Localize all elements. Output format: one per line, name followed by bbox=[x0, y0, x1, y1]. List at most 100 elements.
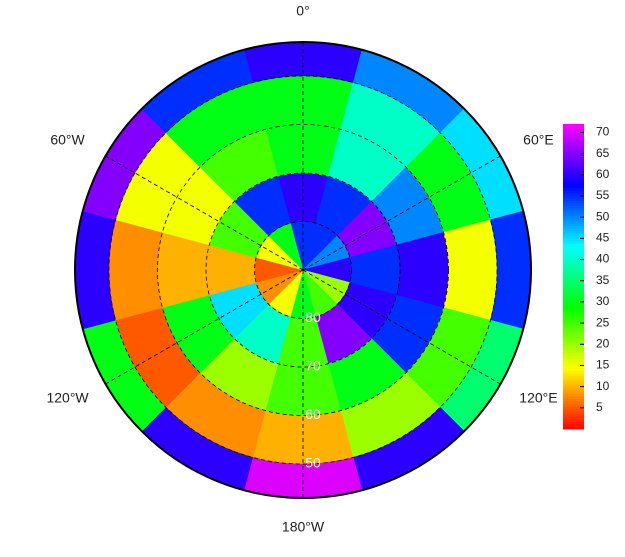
colorbar-segment bbox=[563, 294, 584, 298]
colorbar-segment bbox=[563, 421, 584, 425]
colorbar-segment bbox=[563, 304, 584, 308]
colorbar-segment bbox=[563, 129, 584, 133]
latitude-label: 70 bbox=[305, 358, 321, 374]
colorbar-segment bbox=[563, 139, 584, 143]
latitude-circle bbox=[108, 75, 498, 465]
colorbar-segment bbox=[563, 378, 584, 382]
colorbar-segment bbox=[563, 179, 584, 183]
colorbar-segment bbox=[563, 240, 584, 244]
latitude-label: 80 bbox=[305, 309, 321, 325]
meridian bbox=[105, 155, 304, 271]
colorbar-segment bbox=[563, 324, 584, 328]
colorbar-segment bbox=[563, 248, 584, 252]
colorbar-segment bbox=[563, 426, 584, 430]
colorbar-segment bbox=[563, 398, 584, 402]
colorbar-segment bbox=[563, 136, 584, 140]
colorbar-segment bbox=[563, 220, 584, 224]
colorbar-segment bbox=[563, 258, 584, 262]
longitude-label: 60°E bbox=[523, 132, 554, 148]
colorbar-segment bbox=[563, 167, 584, 171]
colorbar-label: 25 bbox=[596, 315, 610, 329]
colorbar-segment bbox=[563, 416, 584, 420]
colorbar-segment bbox=[563, 314, 584, 318]
meridian bbox=[302, 269, 501, 385]
latitude-circle bbox=[205, 172, 401, 368]
meridian bbox=[105, 269, 304, 385]
colorbar-segment bbox=[563, 151, 584, 155]
colorbar-segment bbox=[563, 362, 584, 366]
colorbar-segment bbox=[563, 301, 584, 305]
colorbar-segment bbox=[563, 164, 584, 168]
colorbar-segment bbox=[563, 225, 584, 229]
colorbar-segment bbox=[563, 385, 584, 389]
latitude-label: 50 bbox=[305, 455, 321, 471]
colorbar-segment bbox=[563, 256, 584, 260]
colorbar-segment bbox=[563, 291, 584, 295]
colorbar-segment bbox=[563, 235, 584, 239]
colorbar-segment bbox=[563, 146, 584, 150]
colorbar-segment bbox=[563, 360, 584, 364]
colorbar-segment bbox=[563, 342, 584, 346]
grid-cell bbox=[157, 232, 210, 308]
colorbar-label: 5 bbox=[596, 400, 603, 414]
colorbar-segment bbox=[563, 418, 584, 422]
colorbar-segment bbox=[563, 329, 584, 333]
colorbar-segment bbox=[563, 162, 584, 166]
colorbar-label: 20 bbox=[596, 336, 610, 350]
colorbar-segment bbox=[563, 317, 584, 321]
colorbar-segment bbox=[563, 207, 584, 211]
colorbar-segment bbox=[563, 411, 584, 415]
colorbar-segment bbox=[563, 286, 584, 290]
colorbar-segment bbox=[563, 157, 584, 161]
colorbar-segment bbox=[563, 268, 584, 272]
colorbar-segment bbox=[563, 368, 584, 372]
colorbar: 5 10 15 20 25 30 35 40 45 50 55 60 65 70 bbox=[563, 124, 610, 430]
colorbar-segment bbox=[563, 124, 584, 128]
colorbar-segment bbox=[563, 159, 584, 163]
colorbar-segment bbox=[563, 228, 584, 232]
colorbar-segment bbox=[563, 218, 584, 222]
colorbar-segment bbox=[563, 243, 584, 247]
colorbar-segment bbox=[563, 350, 584, 354]
colorbar-segment bbox=[563, 375, 584, 379]
colorbar-segment bbox=[563, 187, 584, 191]
longitude-label: 120°W bbox=[46, 390, 89, 406]
colorbar-segment bbox=[563, 169, 584, 173]
colorbar-label: 40 bbox=[596, 252, 610, 266]
colorbar-label: 70 bbox=[596, 125, 610, 139]
colorbar-segment bbox=[563, 395, 584, 399]
colorbar-segment bbox=[563, 200, 584, 204]
colorbar-segment bbox=[563, 276, 584, 280]
colorbar-segment bbox=[563, 340, 584, 344]
colorbar-segment bbox=[563, 215, 584, 219]
colorbar-segment bbox=[563, 322, 584, 326]
colorbar-segment bbox=[563, 172, 584, 176]
colorbar-label: 30 bbox=[596, 294, 610, 308]
colorbar-segment bbox=[563, 154, 584, 158]
colorbar-segment bbox=[563, 266, 584, 270]
colorbar-segment bbox=[563, 223, 584, 227]
colorbar-segment bbox=[563, 393, 584, 397]
colorbar-segment bbox=[563, 337, 584, 341]
colorbar-segment bbox=[563, 131, 584, 135]
colorbar-segment bbox=[563, 365, 584, 369]
colorbar-segment bbox=[563, 309, 584, 313]
latitude-circle bbox=[157, 124, 449, 416]
longitude-label: 60°W bbox=[50, 132, 85, 148]
colorbar-segment bbox=[563, 345, 584, 349]
grid-cell bbox=[443, 219, 498, 321]
colorbar-segment bbox=[563, 327, 584, 331]
colorbar-segment bbox=[563, 279, 584, 283]
colorbar-segment bbox=[563, 126, 584, 130]
colorbar-segment bbox=[563, 149, 584, 153]
colorbar-segment bbox=[563, 202, 584, 206]
colorbar-segment bbox=[563, 238, 584, 242]
colorbar-segment bbox=[563, 296, 584, 300]
colorbar-segment bbox=[563, 205, 584, 209]
colorbar-label: 45 bbox=[596, 231, 610, 245]
colorbar-segment bbox=[563, 406, 584, 410]
colorbar-segment bbox=[563, 197, 584, 201]
colorbar-label: 15 bbox=[596, 358, 610, 372]
colorbar-segment bbox=[563, 332, 584, 336]
